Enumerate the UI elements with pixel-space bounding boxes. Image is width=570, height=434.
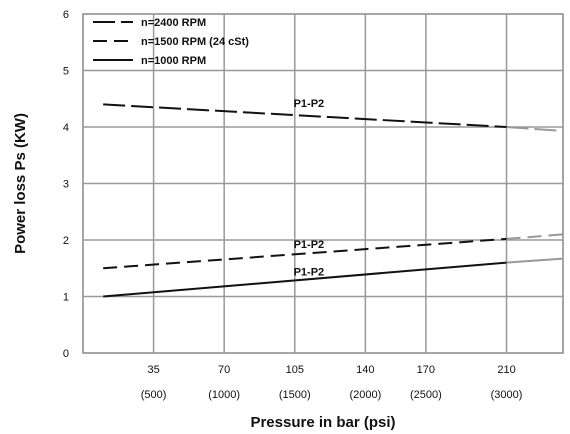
series-line-1: [103, 103, 507, 128]
legend: n=2400 RPM n=1500 RPM (24 cSt) n=1000 RPM: [93, 17, 249, 67]
annotation-label: P1-P2: [294, 98, 325, 110]
x-tick-label: 170: [417, 364, 435, 376]
y-tick-label: 1: [63, 292, 69, 304]
grid: [82, 13, 564, 354]
legend-label-1: n=2400 RPM: [141, 17, 206, 29]
y-tick-label: 3: [63, 179, 69, 191]
x-tick-label: 105: [286, 364, 304, 376]
x-tick-label: 210: [497, 364, 515, 376]
legend-label-3: n=1000 RPM: [141, 55, 206, 67]
x-tick-sublabel: (1000): [208, 389, 240, 401]
x-tick-sublabel: (500): [141, 389, 167, 401]
annotation-label: P1-P2: [294, 267, 325, 279]
y-tick-label: 0: [63, 348, 69, 360]
series-group: [103, 103, 564, 298]
annotations: P1-P2 P1-P2 P1-P2: [294, 98, 325, 278]
y-tick-label: 6: [63, 9, 69, 21]
x-tick-sublabel: (1500): [279, 389, 311, 401]
series-line-3: [103, 261, 507, 298]
y-axis-title: Power loss Ps (KW): [12, 113, 29, 254]
y-tick-label: 4: [63, 122, 69, 134]
legend-label-2: n=1500 RPM (24 cSt): [141, 36, 249, 48]
series-extension-1: [506, 126, 564, 132]
x-tick-label: 140: [356, 364, 374, 376]
axes: 0 1 2 3 4 5 6 35 (500) 70 (1000) 105 (1500) 140 (2000)…: [63, 9, 523, 401]
annotation-label: P1-P2: [294, 239, 325, 251]
series-extension-3: [506, 257, 564, 264]
x-tick-sublabel: (2500): [410, 389, 442, 401]
series-extension-2: [506, 233, 564, 240]
x-tick-sublabel: (2000): [349, 389, 381, 401]
x-tick-sublabel: (3000): [491, 389, 523, 401]
series-line-2: [103, 237, 507, 270]
y-tick-label: 5: [63, 66, 69, 78]
x-axis-title: Pressure in bar (psi): [250, 414, 395, 431]
x-tick-label: 35: [147, 364, 159, 376]
x-tick-label: 70: [218, 364, 230, 376]
y-tick-label: 2: [63, 235, 69, 247]
